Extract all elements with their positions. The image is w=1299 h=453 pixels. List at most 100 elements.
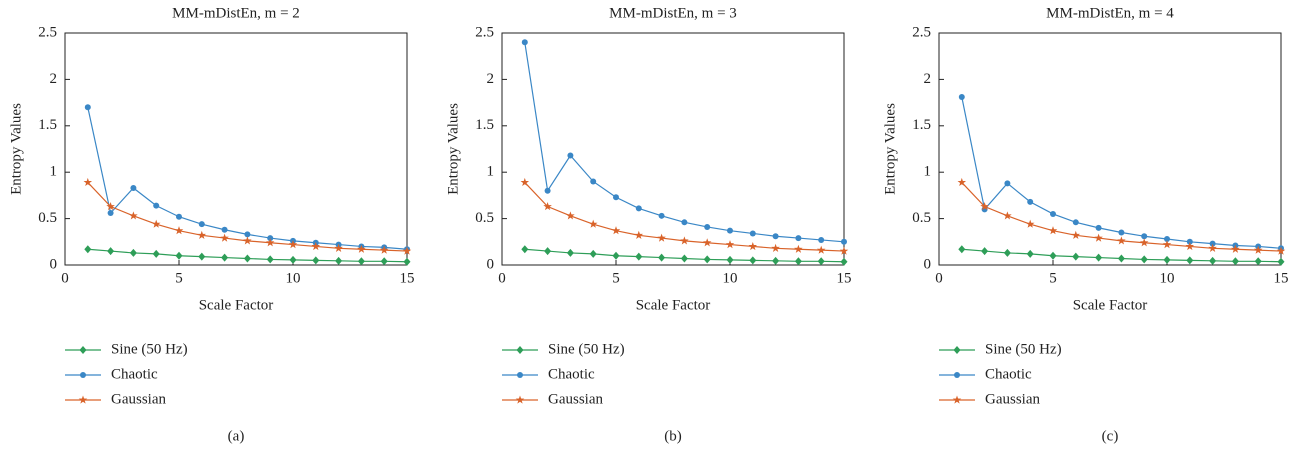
marker (198, 252, 206, 261)
x-tick-label: 10 (286, 270, 301, 286)
marker (1026, 249, 1034, 258)
legend-label: Chaotic (985, 366, 1032, 382)
x-axis-label: Scale Factor (1073, 297, 1148, 313)
marker (221, 253, 229, 262)
marker (84, 245, 92, 254)
marker (772, 256, 780, 265)
marker (1254, 257, 1262, 266)
y-tick-label: 0.5 (475, 210, 494, 226)
marker (704, 223, 711, 230)
y-tick-label: 0 (924, 256, 932, 272)
marker (681, 219, 688, 226)
marker (749, 230, 756, 237)
marker (521, 245, 529, 254)
marker (635, 205, 642, 212)
marker (80, 372, 86, 378)
marker (266, 255, 274, 264)
marker (703, 255, 711, 264)
marker (680, 236, 689, 245)
marker (1276, 246, 1286, 255)
marker (567, 152, 574, 159)
marker (244, 231, 251, 238)
marker (221, 226, 228, 233)
marker (590, 178, 597, 185)
series-line (87, 107, 408, 250)
y-tick-label: 1 (487, 164, 495, 180)
marker (220, 233, 229, 242)
marker (1162, 240, 1172, 249)
marker (288, 240, 298, 249)
marker (521, 39, 528, 46)
panel-caption: (b) (664, 428, 682, 444)
legend-label: Gaussian (985, 391, 1040, 407)
legend-label: Sine (50 Hz) (548, 341, 625, 357)
marker (658, 253, 666, 262)
marker (1231, 257, 1239, 266)
marker (1186, 256, 1194, 265)
y-axis-label: Entropy Values (8, 103, 24, 195)
marker (311, 241, 321, 251)
x-tick-label: 5 (175, 270, 183, 286)
marker (1141, 233, 1148, 240)
marker (520, 177, 530, 187)
marker (954, 372, 960, 378)
marker (516, 346, 524, 354)
marker (1277, 257, 1285, 266)
marker (1050, 210, 1056, 217)
marker (1048, 226, 1058, 235)
marker (357, 244, 366, 253)
x-tick-label: 0 (61, 270, 69, 286)
marker (1027, 198, 1034, 205)
panel-caption: (c) (1102, 428, 1119, 444)
y-tick-label: 0 (50, 256, 58, 272)
series-line (961, 96, 1282, 249)
marker (129, 211, 138, 220)
marker (818, 236, 825, 243)
marker (726, 255, 734, 264)
marker (83, 177, 93, 187)
marker (1003, 248, 1011, 257)
x-tick-label: 10 (1160, 270, 1175, 286)
plot-frame (938, 32, 1282, 266)
y-tick-label: 1 (50, 164, 58, 180)
marker (151, 219, 161, 228)
marker (197, 230, 207, 239)
marker (980, 202, 989, 211)
marker (243, 254, 251, 263)
legend-label: Gaussian (548, 391, 603, 407)
y-tick-label: 2 (924, 71, 932, 87)
marker (1231, 244, 1240, 253)
y-tick-label: 1 (924, 164, 932, 180)
marker (107, 247, 115, 256)
marker (1025, 219, 1035, 228)
chart-title: MM-mDistEn, m = 3 (609, 5, 737, 21)
marker (725, 240, 735, 249)
marker (1003, 211, 1012, 220)
legend-label: Sine (50 Hz) (985, 341, 1062, 357)
marker (816, 245, 826, 254)
marker (981, 247, 989, 256)
marker (727, 227, 733, 234)
marker (1117, 254, 1125, 263)
marker (1185, 241, 1195, 251)
series-line (524, 42, 845, 243)
marker (543, 202, 552, 211)
marker (958, 94, 965, 101)
marker (517, 372, 523, 378)
marker (611, 226, 621, 235)
marker (1209, 256, 1217, 265)
x-tick-label: 15 (400, 270, 415, 286)
y-tick-label: 0.5 (912, 210, 931, 226)
y-tick-label: 2 (50, 71, 58, 87)
marker (335, 256, 343, 265)
marker (1163, 255, 1171, 264)
marker (588, 219, 598, 228)
marker (771, 243, 780, 252)
y-tick-label: 1.5 (38, 117, 57, 133)
marker (613, 194, 619, 201)
marker (1186, 238, 1193, 245)
marker (1072, 252, 1080, 261)
panel-caption: (a) (228, 428, 245, 444)
marker (635, 252, 643, 261)
